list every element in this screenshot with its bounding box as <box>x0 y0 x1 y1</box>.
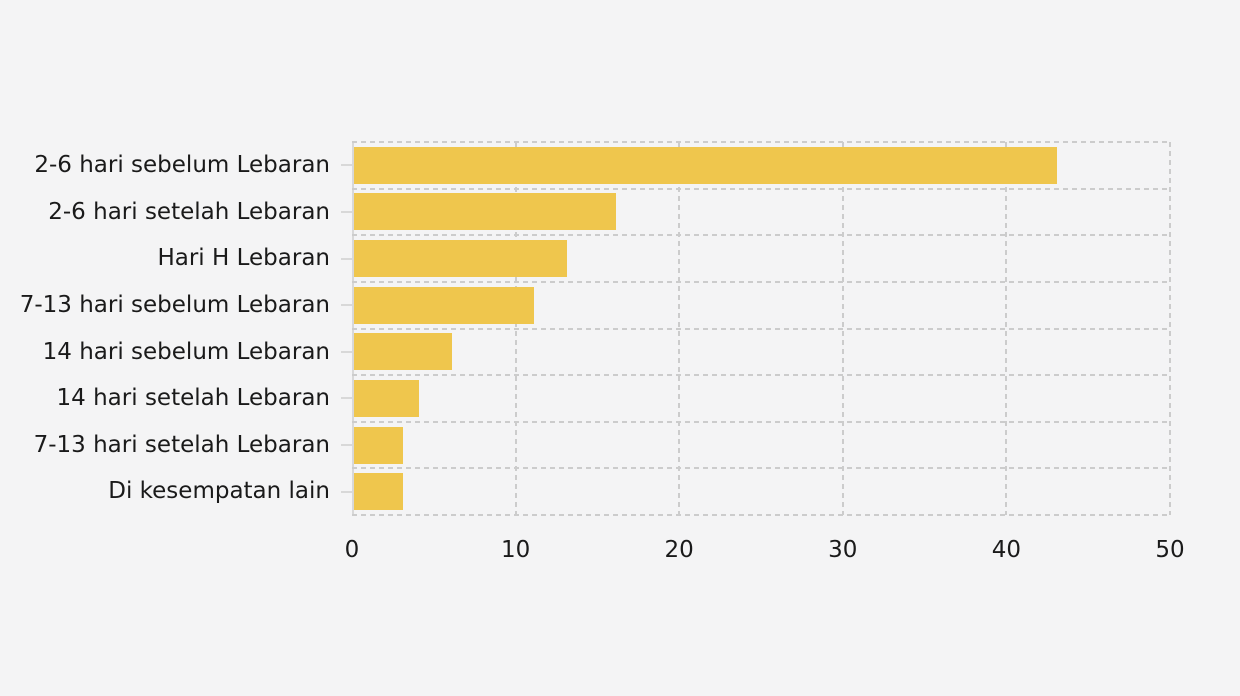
y-axis-tick <box>341 397 352 400</box>
horizontal-gridline <box>352 374 1170 377</box>
horizontal-gridline <box>352 420 1170 423</box>
horizontal-gridline <box>352 514 1170 516</box>
bar <box>354 193 616 231</box>
y-axis-tick <box>341 164 352 167</box>
vertical-gridline <box>1169 142 1171 515</box>
bar <box>354 286 534 324</box>
vertical-gridline <box>1005 142 1008 515</box>
category-label: 14 hari setelah Lebaran <box>56 385 330 412</box>
horizontal-gridline <box>352 187 1170 190</box>
category-label: Hari H Lebaran <box>157 245 330 272</box>
vertical-gridline <box>678 142 681 515</box>
bar <box>354 426 404 464</box>
plot-area <box>352 141 1171 516</box>
bar <box>354 240 567 278</box>
horizontal-gridline <box>352 327 1170 330</box>
y-axis-tick <box>341 210 352 213</box>
x-axis-tick-label: 30 <box>828 537 858 563</box>
bar <box>354 146 1058 184</box>
bar <box>354 379 420 417</box>
category-label: 2-6 hari setelah Lebaran <box>48 198 330 225</box>
x-axis-tick-label: 0 <box>344 537 360 563</box>
vertical-gridline <box>841 142 844 515</box>
y-axis-tick <box>341 350 352 353</box>
x-axis-tick-label: 40 <box>991 537 1022 563</box>
category-label: 7-13 hari sebelum Lebaran <box>19 291 330 318</box>
horizontal-gridline <box>352 467 1170 470</box>
y-axis-tick <box>341 490 352 493</box>
bar <box>354 333 453 371</box>
vertical-gridline <box>514 142 517 515</box>
x-axis-tick-label: 50 <box>1155 537 1185 563</box>
x-axis-tick-label: 20 <box>664 537 694 563</box>
category-label: Di kesempatan lain <box>108 478 330 505</box>
horizontal-gridline <box>352 280 1170 283</box>
y-axis-tick <box>341 444 352 447</box>
y-axis-tick <box>341 304 352 307</box>
horizontal-gridline <box>352 141 1170 143</box>
horizontal-gridline <box>352 234 1170 237</box>
category-label: 2-6 hari sebelum Lebaran <box>34 152 330 178</box>
bar <box>354 473 404 511</box>
y-axis-tick <box>341 257 352 260</box>
x-axis-tick-label: 10 <box>500 537 531 563</box>
category-label: 14 hari sebelum Lebaran <box>42 338 330 365</box>
category-label: 7-13 hari setelah Lebaran <box>33 431 330 458</box>
